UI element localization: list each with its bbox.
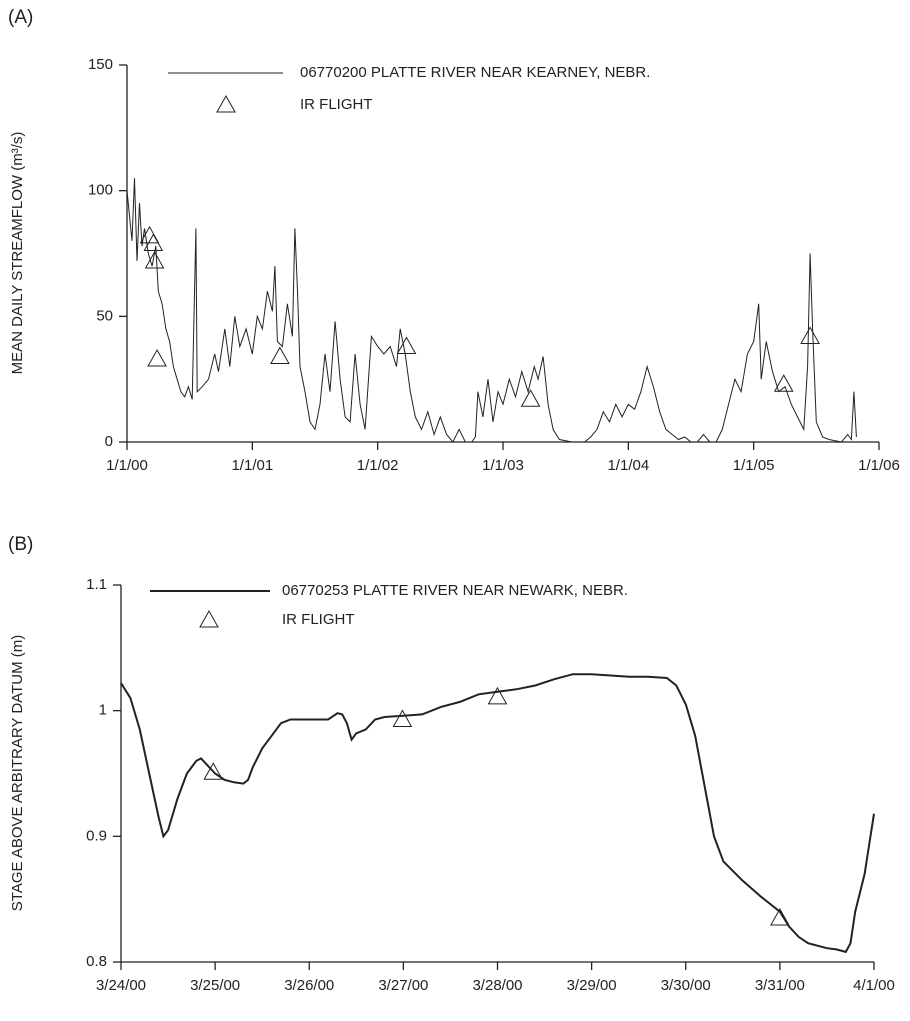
legend-marker <box>216 94 236 113</box>
y-tick-label: 0.9 <box>86 827 107 844</box>
flight-marker <box>800 326 820 344</box>
legend-label: IR FLIGHT <box>282 611 355 628</box>
legend-label: 06770200 PLATTE RIVER NEAR KEARNEY, NEBR… <box>300 64 650 81</box>
legend-label: 06770253 PLATTE RIVER NEAR NEWARK, NEBR. <box>282 582 628 599</box>
flight-marker <box>487 686 508 705</box>
x-tick-label: 3/24/00 <box>96 977 146 994</box>
panel-label: (B) <box>8 534 33 555</box>
legend-marker <box>199 609 219 628</box>
x-tick-label: 1/1/04 <box>607 457 649 474</box>
x-tick-label: 3/26/00 <box>284 977 334 994</box>
x-tick-label: 1/1/05 <box>733 457 775 474</box>
y-axis-label: STAGE ABOVE ARBITRARY DATUM (m) <box>9 635 26 911</box>
flight-marker <box>143 233 164 251</box>
x-tick-label: 3/30/00 <box>661 977 711 994</box>
y-tick-label: 150 <box>88 56 113 73</box>
y-tick-label: 50 <box>96 307 113 324</box>
y-axis-label: MEAN DAILY STREAMFLOW (m³/s) <box>9 132 26 375</box>
flight-marker <box>520 389 541 407</box>
flight-marker <box>396 336 417 354</box>
flight-marker <box>144 251 165 269</box>
x-tick-label: 1/1/00 <box>106 457 148 474</box>
flight-marker <box>392 709 413 727</box>
legend-label: IR FLIGHT <box>300 96 373 113</box>
x-tick-label: 3/29/00 <box>567 977 617 994</box>
x-tick-label: 3/31/00 <box>755 977 805 994</box>
flight-marker <box>770 907 790 926</box>
y-tick-label: 1.1 <box>86 576 107 593</box>
y-tick-label: 0 <box>105 433 113 450</box>
panel-label: (A) <box>8 7 33 28</box>
x-tick-label: 3/28/00 <box>472 977 522 994</box>
y-tick-label: 0.8 <box>86 953 107 970</box>
x-tick-label: 1/1/06 <box>858 457 900 474</box>
x-tick-label: 3/25/00 <box>190 977 240 994</box>
x-tick-label: 3/27/00 <box>378 977 428 994</box>
data-line <box>126 178 857 443</box>
x-tick-label: 1/1/03 <box>482 457 524 474</box>
flight-marker <box>773 374 794 392</box>
x-tick-label: 4/1/00 <box>853 977 895 994</box>
flight-marker <box>147 349 167 367</box>
x-tick-label: 1/1/02 <box>357 457 399 474</box>
data-line <box>120 673 875 954</box>
y-tick-label: 100 <box>88 182 113 199</box>
flight-marker <box>203 762 224 780</box>
flight-marker <box>270 346 290 365</box>
x-tick-label: 1/1/01 <box>231 457 273 474</box>
y-tick-label: 1 <box>99 702 107 719</box>
